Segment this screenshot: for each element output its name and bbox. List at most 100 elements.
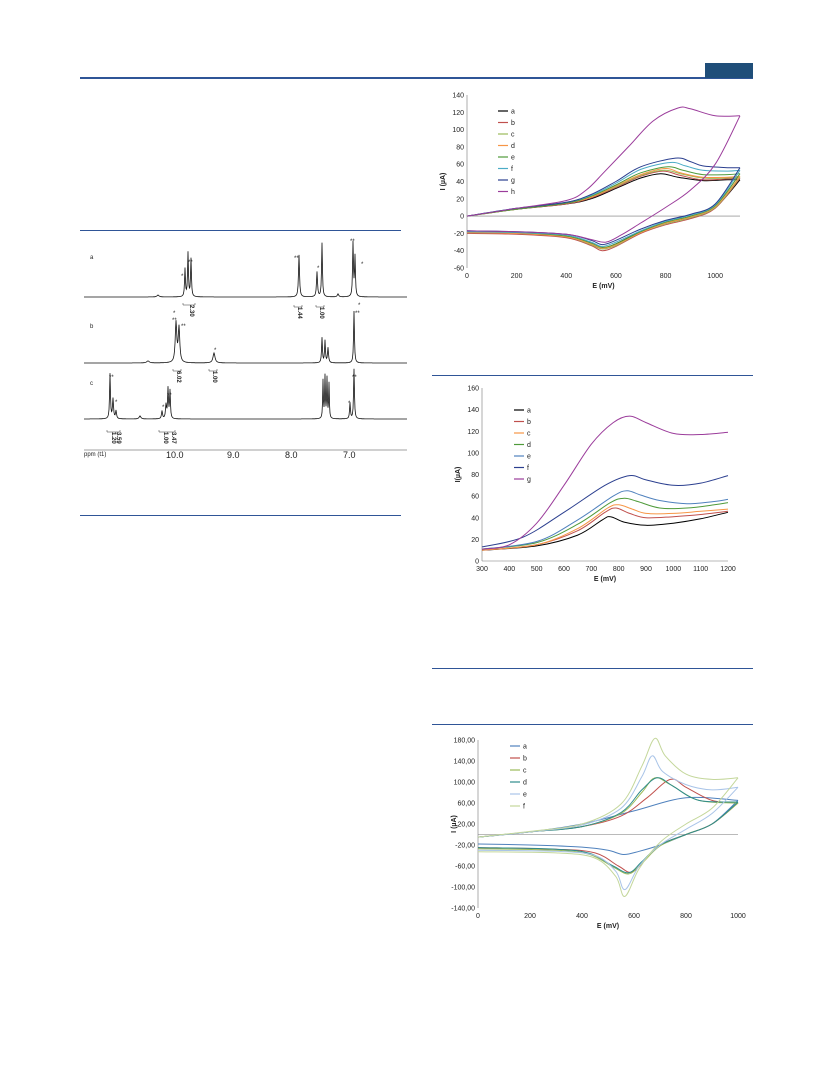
nmr-trace-label-c: c [90,381,93,387]
nmr-mark: ** [350,239,355,245]
y-tick-label: -60 [454,266,464,273]
y-tick-label: 60 [456,162,464,169]
legend-label-d: d [527,442,531,449]
legend-label-f: f [523,804,525,811]
legend-label-g: g [511,178,515,185]
series-cathodic-d [466,175,741,249]
header-accent-tab [705,63,753,78]
y-tick-label: 0 [475,559,479,566]
y-tick-label: -40 [454,248,464,255]
nmr-axis-tick: 9.0 [227,450,240,460]
y-tick-label: 140,00 [454,759,476,766]
x-tick-label: 1000 [730,913,746,920]
series-line-c [481,504,729,551]
legend-label-a: a [527,408,531,415]
x-tick-label: 400 [576,913,588,920]
legend-label-a: a [523,744,527,751]
series-anodic-h [466,106,741,217]
series-anodic-f [466,161,741,217]
x-tick-label: 200 [524,913,536,920]
nmr-integral-bracket [293,305,303,308]
y-tick-label: 0 [460,214,464,221]
legend-label-g: g [527,477,531,484]
y-tick-label: 100,00 [454,780,476,787]
x-tick-label: 1100 [693,566,708,573]
nmr-trace-a [84,240,407,298]
nmr-traces [84,240,407,433]
nmr-axis-unit: ppm (t1) [84,452,106,458]
x-tick-label: 500 [531,566,543,573]
nmr-trace-b [84,310,407,364]
y-tick-label: 120 [452,110,464,117]
y-tick-label: -100,00 [451,885,475,892]
series-cathodic-h [466,115,741,243]
y-tick-label: 100 [467,450,479,457]
series-cathodic-e [477,786,739,891]
legend-label-e: e [511,155,515,162]
nmr-mark: * [115,400,118,406]
legend-label-b: b [527,419,531,426]
y-tick-label: 20 [456,196,464,203]
series-line-f [481,474,729,548]
nmr-spectra-figure: a b c * ** ** * ** * * ** ** * * ** ** *… [84,239,407,460]
nmr-figure-bottom-rule [80,515,401,516]
nmr-integral-bracket [315,305,325,308]
series-anodic-d [466,167,741,217]
lsv-figure-top-rule [432,375,753,376]
legend-label-c: c [511,132,515,139]
x-axis-title: E (mV) [597,923,619,930]
cv-chart-2: 180,00 140,00 100,00 60,00 20,00 -20,00 -60,00… [451,738,746,931]
nmr-mark: ** [109,375,114,381]
y-tick-label: 80 [456,144,464,151]
nmr-mark: * [361,262,364,268]
nmr-trace-c [84,368,407,420]
nmr-integral: 2.30 [188,305,194,317]
series-anodic-e [466,166,741,217]
series-anodic-g [466,157,741,217]
y-axis-title: I(µA) [455,467,462,483]
y-tick-label: -140,00 [451,906,475,913]
nmr-mark: * [214,348,217,354]
nmr-mark: * [181,274,184,280]
series-line-a [481,511,729,551]
y-tick-label: 40 [471,515,479,522]
x-tick-label: 800 [680,913,692,920]
y-tick-label: -60,00 [455,864,475,871]
series-anodic-e [477,755,739,838]
nmr-integral: 1.44 [296,307,302,319]
y-tick-label: 40 [456,179,464,186]
nmr-mark: ** [172,318,177,324]
legend-label-f: f [511,166,513,173]
y-tick-label: 20,00 [457,822,475,829]
nmr-axis-tick: 8.0 [285,450,298,460]
legend-label-c: c [523,768,527,775]
nmr-integral-bracket [158,430,176,433]
y-tick-label: 80 [471,472,479,479]
nmr-mark: * [348,401,351,407]
legend-label-a: a [511,109,515,116]
legend-label-d: d [511,143,515,150]
x-axis-title: E (mV) [594,576,616,583]
nmr-trace-label-a: a [90,255,94,261]
y-axis-title: I (µA) [451,815,458,833]
nmr-integral: 3.47 [170,432,176,444]
nmr-mark: ** [188,260,193,266]
nmr-integral-bracket [172,369,182,372]
nmr-axis-tick: 7.0 [343,450,356,460]
legend-label-e: e [527,454,531,461]
legend-label-c: c [527,431,531,438]
legend-label-f: f [527,465,529,472]
nmr-integrals: 2.30 1.44 1.00 6.02 1.00 1.20 3.59 1.00 … [110,305,324,444]
series-line-e [481,490,729,550]
x-tick-label: 200 [511,273,523,280]
x-tick-label: 300 [476,566,488,573]
series-line-b [481,507,729,551]
nmr-figure-top-rule [80,230,401,231]
lsv-figure-bottom-rule [432,668,753,669]
nmr-axis-tick: 10.0 [166,450,184,460]
y-tick-label: 100 [452,127,464,134]
nmr-mark: ** [181,324,186,330]
y-tick-label: -20 [454,231,464,238]
y-tick-label: 180,00 [454,738,476,745]
